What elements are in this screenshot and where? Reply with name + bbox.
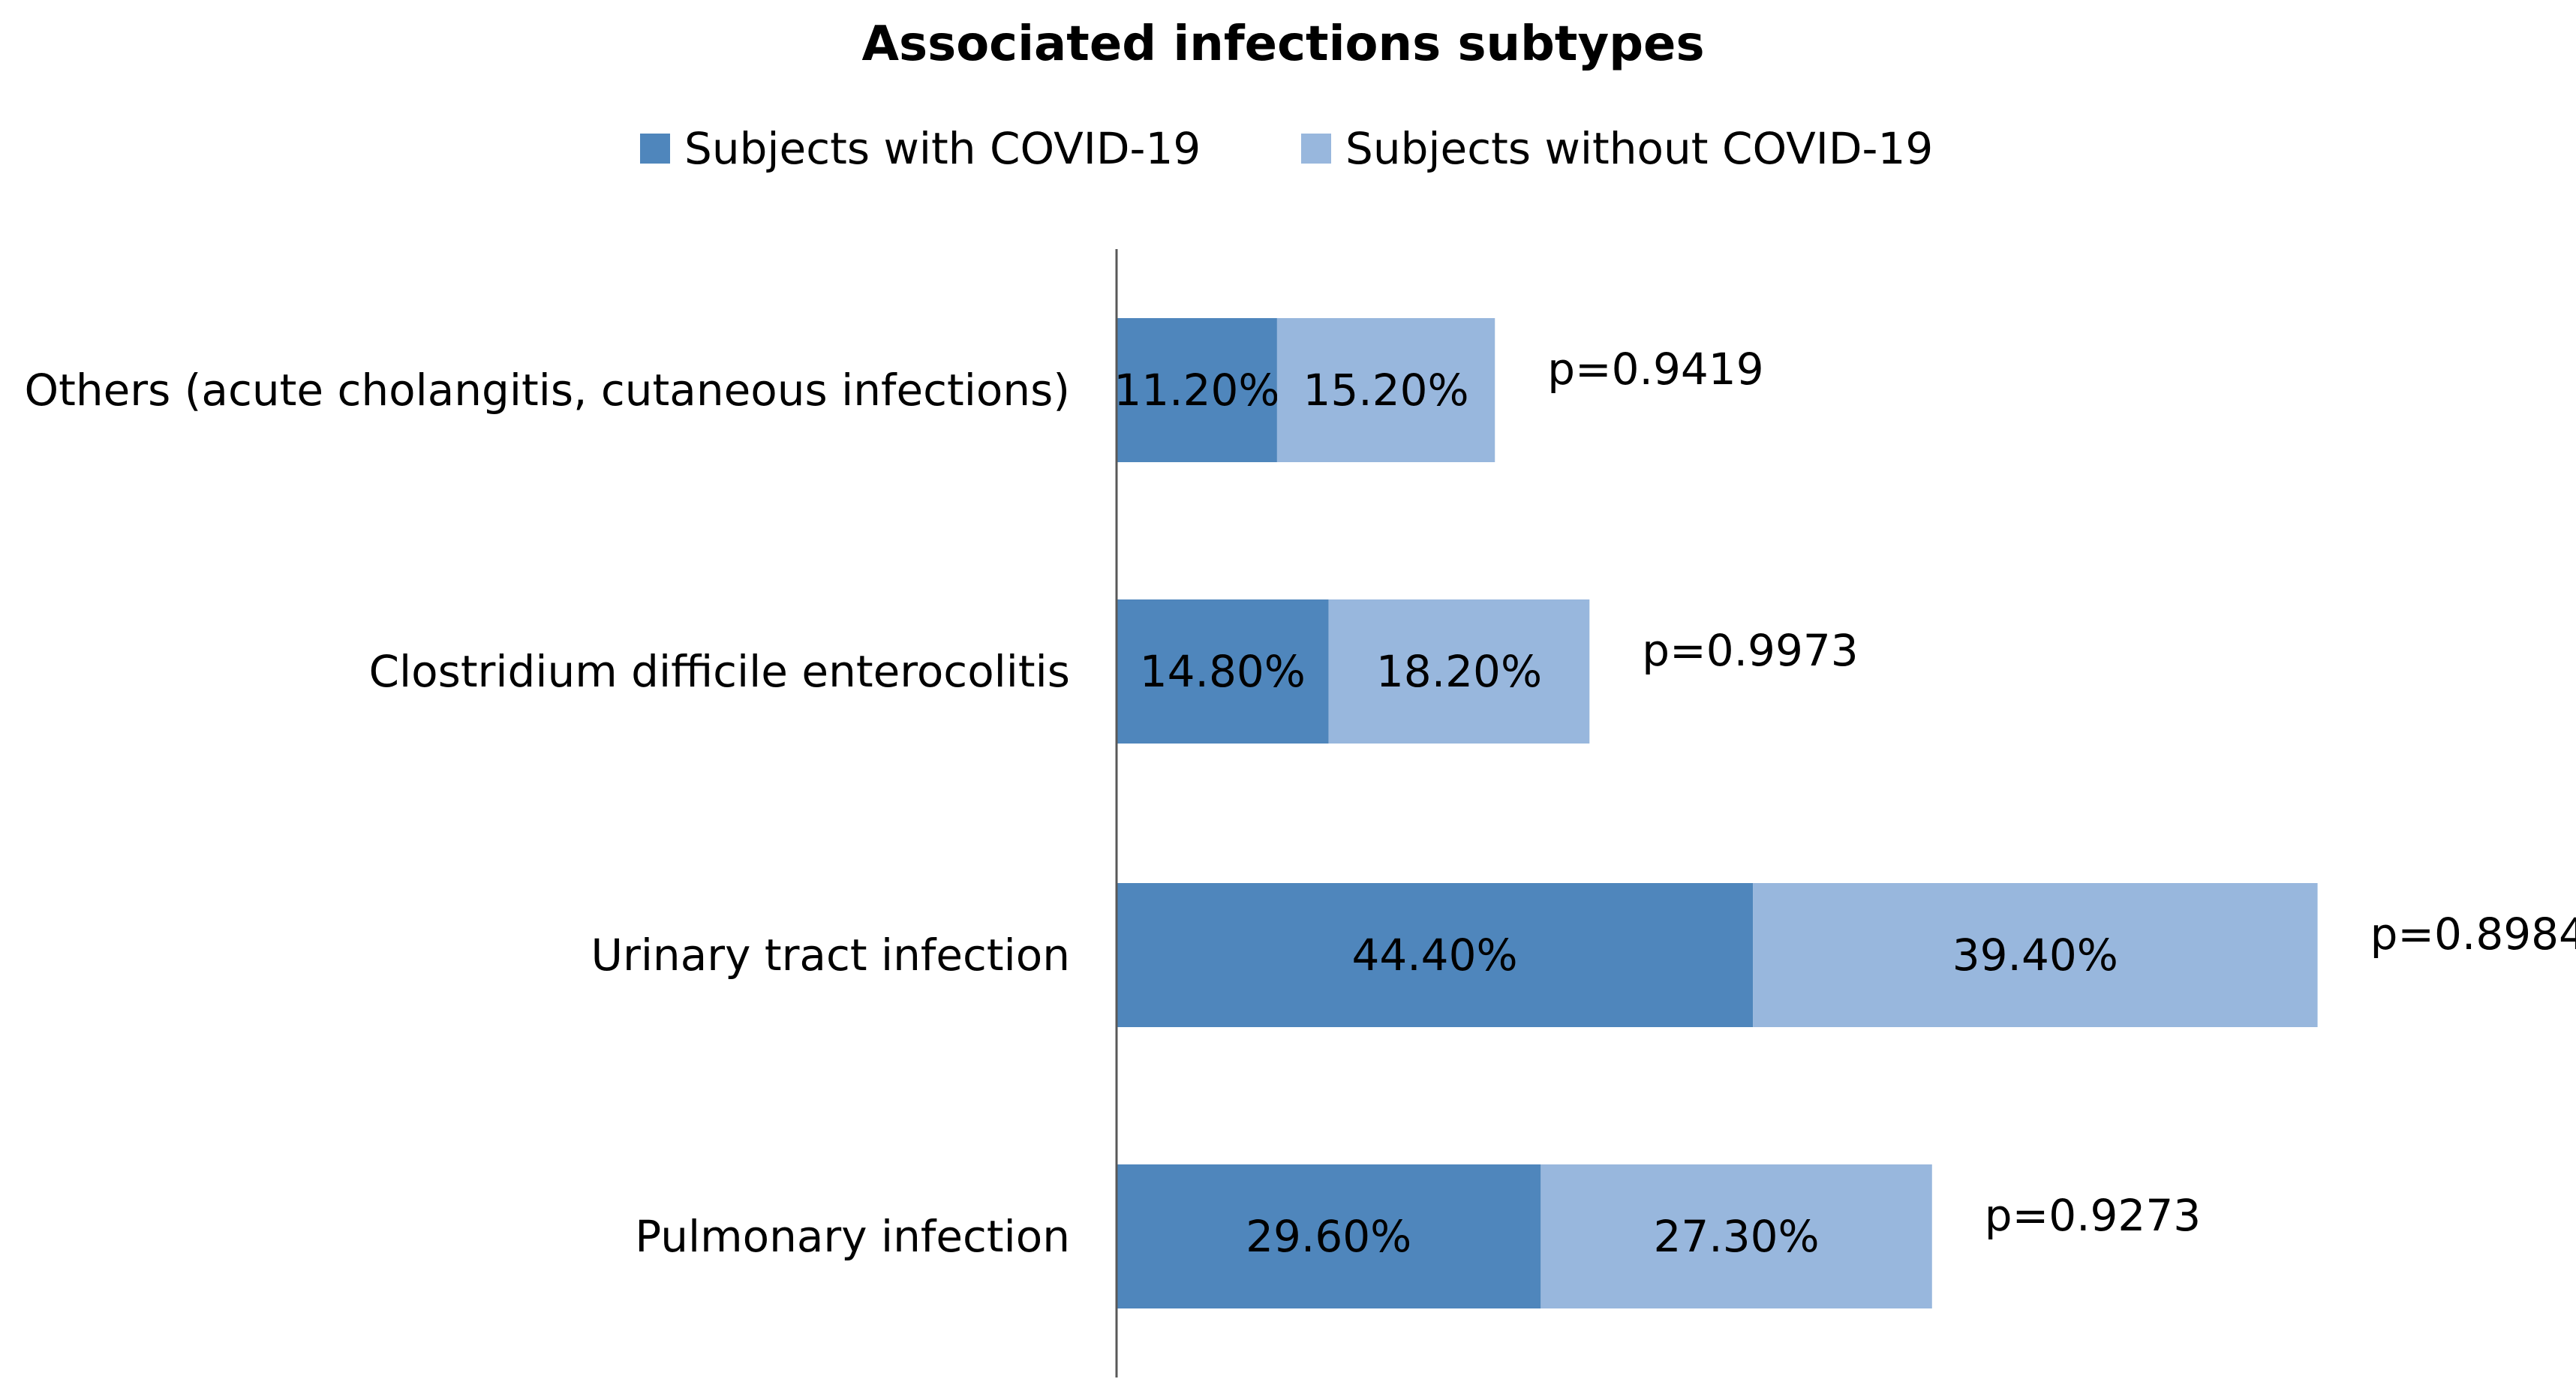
bar-with-covid-others-acute-cholangitis: [1117, 318, 1277, 462]
data-label-with-covid-pulmonary-infection: 29.60%: [1246, 1211, 1411, 1262]
data-label-without-covid-urinary-tract-infection: 39.40%: [1952, 930, 2118, 981]
data-label-without-covid-pulmonary-infection: 27.30%: [1653, 1211, 1819, 1262]
bar-without-covid-pulmonary-infection: [1540, 1164, 1932, 1308]
category-label-urinary-tract-infection: Urinary tract infection: [591, 930, 1070, 981]
p-value-urinary-tract-infection: p=0.8984: [2370, 909, 2576, 960]
chart-title: Associated infections subtypes: [861, 17, 1704, 72]
data-label-without-covid-others-acute-cholangitis: 15.20%: [1303, 365, 1469, 416]
legend: Subjects with COVID-19 Subjects without …: [640, 123, 1933, 174]
data-label-with-covid-clostridium-difficile-enterocolitis: 14.80%: [1140, 646, 1306, 697]
bar-with-covid-pulmonary-infection: [1117, 1164, 1541, 1308]
data-label-with-covid-others-acute-cholangitis: 11.20%: [1114, 365, 1279, 416]
bar-without-covid-clostridium-difficile-enterocolitis: [1328, 599, 1590, 744]
category-label-pulmonary-infection: Pulmonary infection: [635, 1211, 1070, 1262]
legend-swatch-with-covid: [640, 134, 670, 164]
bar-without-covid-urinary-tract-infection: [1753, 883, 2318, 1027]
p-value-others-acute-cholangitis: p=0.9419: [1547, 344, 1763, 395]
category-label-others-acute-cholangitis: Others (acute cholangitis, cutaneous inf…: [24, 365, 1070, 416]
plot-area: Others (acute cholangitis, cutaneous inf…: [24, 318, 2576, 1308]
legend-swatch-without-covid: [1301, 134, 1331, 164]
data-label-with-covid-urinary-tract-infection: 44.40%: [1351, 930, 1517, 981]
p-value-clostridium-difficile-enterocolitis: p=0.9973: [1642, 625, 1858, 676]
bar-with-covid-urinary-tract-infection: [1117, 883, 1754, 1027]
p-value-pulmonary-infection: p=0.9273: [1985, 1190, 2201, 1241]
bar-without-covid-others-acute-cholangitis: [1276, 318, 1495, 462]
data-label-without-covid-clostridium-difficile-enterocolitis: 18.20%: [1376, 646, 1542, 697]
bar-with-covid-clostridium-difficile-enterocolitis: [1117, 599, 1329, 744]
legend-label-without-covid: Subjects without COVID-19: [1345, 123, 1933, 174]
legend-label-with-covid: Subjects with COVID-19: [684, 123, 1201, 174]
category-label-clostridium-difficile-enterocolitis: Clostridium difficile enterocolitis: [369, 646, 1071, 697]
